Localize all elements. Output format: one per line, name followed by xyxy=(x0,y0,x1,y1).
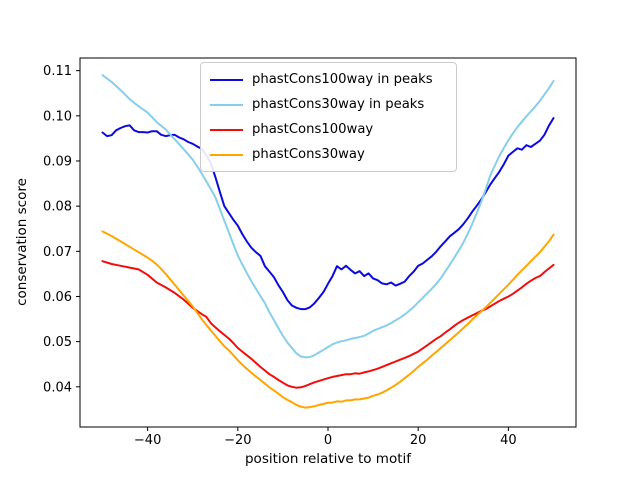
y-tick-label: 0.04 xyxy=(43,380,72,395)
y-tick-label: 0.10 xyxy=(43,109,72,124)
y-tick-label: 0.08 xyxy=(43,200,72,215)
legend-entry: phastCons30way in peaks xyxy=(210,95,446,114)
legend-label: phastCons30way in peaks xyxy=(252,97,425,112)
x-tick-label: −20 xyxy=(224,433,251,448)
series-line-phastcons100way-in-peaks xyxy=(101,117,555,311)
x-tick-label: 40 xyxy=(500,433,517,448)
legend: phastCons100way in peaks phastCons30way i… xyxy=(200,62,457,172)
legend-label: phastCons100way in peaks xyxy=(252,72,433,87)
legend-label: phastCons30way xyxy=(252,147,365,162)
legend-line-swatch xyxy=(210,153,243,156)
y-tick-label: 0.09 xyxy=(43,154,72,169)
y-tick-label: 0.07 xyxy=(43,245,72,260)
legend-line-swatch xyxy=(210,78,243,81)
series-line-phastcons30way xyxy=(101,230,555,409)
x-tick-label: 20 xyxy=(410,433,427,448)
x-tick-label: 0 xyxy=(324,433,332,448)
x-tick-label: −40 xyxy=(134,433,161,448)
series-line-phastcons30way-in-peaks xyxy=(101,74,555,359)
y-axis-label: conservation score xyxy=(14,178,30,306)
y-tick-label: 0.06 xyxy=(43,290,72,305)
legend-line-swatch xyxy=(210,128,243,131)
legend-entry: phastCons100way xyxy=(210,120,446,139)
legend-line-swatch xyxy=(210,103,243,106)
x-axis-label: position relative to motif xyxy=(244,451,412,467)
series-line-phastcons100way xyxy=(101,260,555,389)
y-tick-label: 0.11 xyxy=(43,64,72,79)
y-tick-label: 0.05 xyxy=(43,335,72,350)
legend-entry: phastCons30way xyxy=(210,145,446,164)
legend-entry: phastCons100way in peaks xyxy=(210,70,446,89)
legend-label: phastCons100way xyxy=(252,122,374,137)
